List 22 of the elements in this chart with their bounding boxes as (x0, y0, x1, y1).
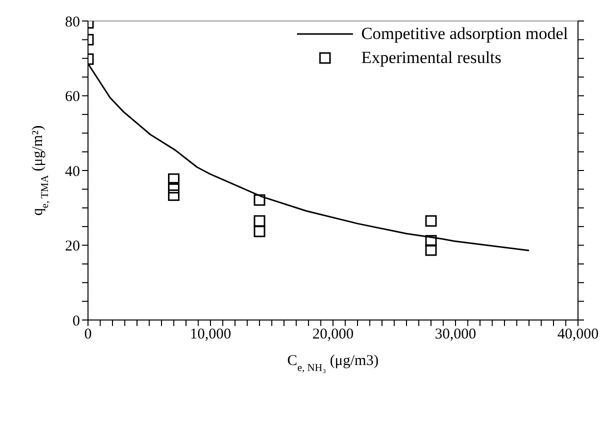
y-tick-label: 0 (72, 313, 80, 330)
x-tick-label: 30,000 (434, 326, 476, 343)
point (425, 244, 437, 256)
legend-label: Competitive adsorption model (361, 24, 568, 44)
point (425, 235, 437, 247)
x-axis-title: C$_{e, NH₃}$ (μg/m3) (287, 353, 379, 374)
legend-label: Experimental results (361, 48, 502, 68)
y-tick-label: 60 (65, 89, 80, 106)
point (168, 173, 180, 185)
point (254, 215, 266, 227)
x-tick-label: 40,000 (557, 326, 599, 343)
y-tick-label: 20 (65, 238, 80, 255)
x-tick-label: 20,000 (312, 326, 354, 343)
point (168, 189, 180, 201)
x-tick-label: 0 (84, 326, 92, 343)
point (425, 215, 437, 227)
point (254, 194, 266, 206)
y-tick-label: 40 (65, 164, 80, 180)
x-tick-label: 10,000 (190, 326, 232, 343)
y-tick-label: 80 (65, 14, 80, 30)
point (254, 226, 266, 238)
point (168, 182, 180, 194)
